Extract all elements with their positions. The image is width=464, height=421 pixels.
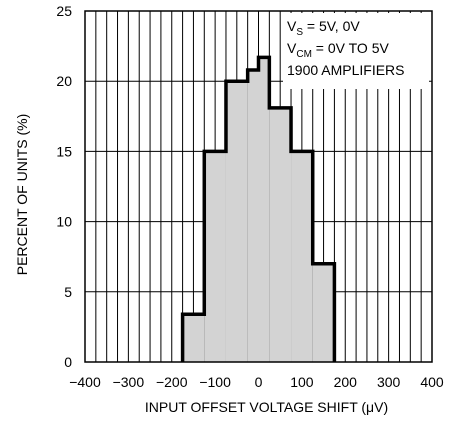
histogram-bar xyxy=(204,151,226,362)
x-tick-label: −200 xyxy=(156,374,188,390)
x-tick-label: 300 xyxy=(377,374,401,390)
x-tick-label: −300 xyxy=(113,374,145,390)
histogram-bar xyxy=(269,107,292,362)
y-axis-title: PERCENT OF UNITS (%) xyxy=(14,114,30,276)
y-tick-label: 15 xyxy=(56,143,72,159)
x-tick-label: −400 xyxy=(69,374,101,390)
annotation-background xyxy=(283,13,429,89)
histogram-bar xyxy=(291,151,313,362)
y-tick-labels: 0 5 10 15 20 25 xyxy=(56,3,72,370)
histogram-bar xyxy=(258,57,270,362)
x-tick-label: 0 xyxy=(255,374,263,390)
x-tick-labels: −400 −300 −200 −100 0 100 200 300 400 xyxy=(69,374,444,390)
x-tick-label: 400 xyxy=(420,374,444,390)
y-tick-label: 10 xyxy=(56,214,72,230)
y-tick-label: 25 xyxy=(56,3,72,19)
annotation-line: VS = 5V, 0V xyxy=(287,18,360,38)
y-tick-label: 0 xyxy=(64,354,72,370)
y-tick-label: 20 xyxy=(56,73,72,89)
x-tick-label: 100 xyxy=(290,374,314,390)
x-tick-label: −100 xyxy=(199,374,231,390)
histogram-outline xyxy=(180,55,337,362)
histogram-bar xyxy=(225,81,248,362)
annotation-line: VCM = 0V TO 5V xyxy=(287,40,389,60)
y-tick-label: 5 xyxy=(64,284,72,300)
x-axis-title: INPUT OFFSET VOLTAGE SHIFT (μV) xyxy=(145,399,388,415)
histogram-bar xyxy=(247,69,259,362)
annotation-line: 1900 AMPLIFIERS xyxy=(287,62,405,78)
histogram-bars xyxy=(182,57,335,362)
plot-frame xyxy=(84,10,433,363)
x-tick-label: 200 xyxy=(334,374,358,390)
histogram-bar xyxy=(312,263,335,362)
histogram-bar xyxy=(182,314,205,362)
